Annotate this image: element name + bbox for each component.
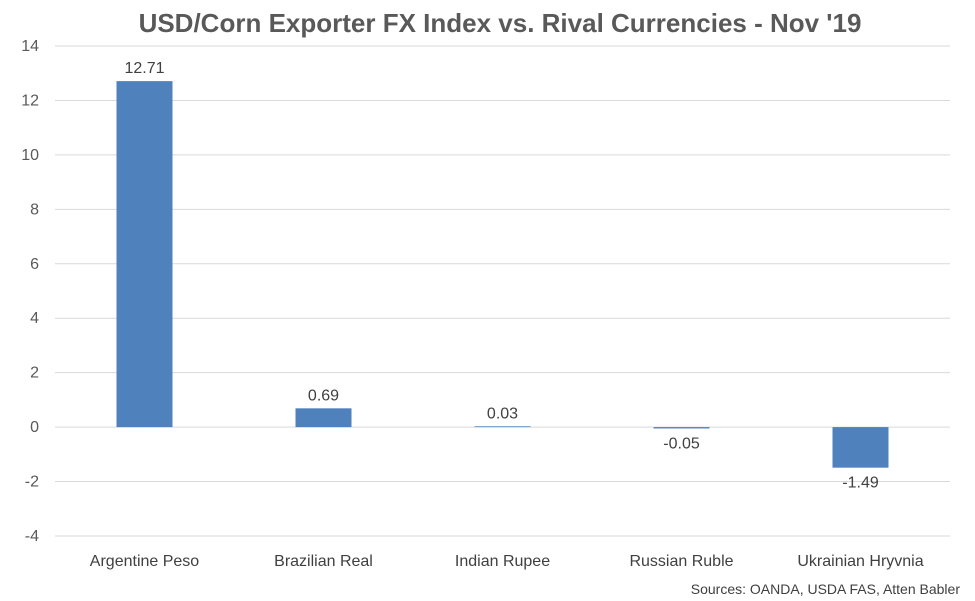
bars (116, 81, 889, 468)
y-tick-label: 0 (30, 419, 39, 436)
chart-title: USD/Corn Exporter FX Index vs. Rival Cur… (139, 8, 862, 38)
y-tick-label: -2 (25, 474, 39, 491)
x-category-label: Argentine Peso (90, 553, 200, 570)
y-tick-label: 4 (30, 310, 39, 327)
bar (474, 426, 531, 428)
gridlines (55, 45, 950, 537)
data-label: 0.69 (308, 387, 339, 404)
y-axis-ticks: -4 -2 0 2 4 6 8 10 12 14 (21, 38, 39, 545)
data-labels: 12.71 0.69 0.03 -0.05 -1.49 (124, 60, 878, 492)
x-category-label: Ukrainian Hryvnia (797, 553, 923, 570)
y-tick-label: -4 (25, 528, 39, 545)
data-label: 0.03 (487, 405, 518, 422)
x-category-label: Indian Rupee (455, 553, 550, 570)
y-tick-label: 12 (21, 92, 39, 109)
y-tick-label: 8 (30, 201, 39, 218)
bar (295, 408, 352, 428)
y-tick-label: 14 (21, 38, 39, 55)
data-label: -1.49 (842, 475, 879, 492)
x-category-label: Brazilian Real (274, 553, 373, 570)
x-category-label: Russian Ruble (629, 553, 733, 570)
data-label: 12.71 (124, 60, 164, 77)
bar (653, 427, 710, 429)
source-note: Sources: OANDA, USDA FAS, Atten Babler (691, 581, 961, 597)
y-tick-label: 6 (30, 256, 39, 273)
bar (832, 427, 889, 468)
bar (116, 81, 173, 428)
y-tick-label: 10 (21, 147, 39, 164)
data-label: -0.05 (663, 435, 700, 452)
y-tick-label: 2 (30, 365, 39, 382)
x-axis-categories: Argentine Peso Brazilian Real Indian Rupee… (90, 553, 924, 570)
